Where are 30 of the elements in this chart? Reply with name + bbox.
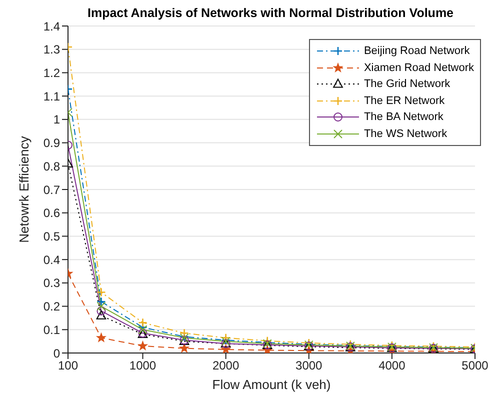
legend-label: Xiamen Road Network [364, 62, 474, 74]
y-tick-label: 1 [53, 112, 60, 127]
y-tick-label: 0.6 [43, 206, 60, 220]
y-tick-label: 1.4 [43, 19, 60, 34]
y-tick-label: 0.1 [43, 322, 60, 337]
x-tick-label: 100 [58, 358, 78, 373]
legend-label: The ER Network [364, 94, 445, 107]
y-tick-label: 0.9 [43, 136, 60, 150]
legend-label: The Grid Network [364, 78, 450, 90]
legend-label: The WS Network [364, 128, 448, 140]
x-tick-label: 3000 [296, 358, 323, 373]
legend-label: The BA Network [364, 111, 444, 124]
y-tick-label: 0.8 [43, 159, 60, 174]
x-tick-label: 1000 [129, 358, 156, 373]
y-tick-label: 0.3 [43, 276, 60, 290]
x-tick-label: 5000 [462, 358, 489, 373]
y-tick-label: 0 [53, 346, 60, 360]
y-tick-label: 1.1 [43, 89, 60, 104]
chart-title: Impact Analysis of Networks with Normal Distribution Volume [86, 6, 455, 20]
y-tick-label: 0.5 [43, 229, 60, 244]
x-tick-label: 2000 [212, 358, 240, 373]
y-tick-label: 1.3 [43, 42, 60, 57]
y-axis-title: Netowrk Efficiency [16, 136, 32, 243]
y-tick-label: 0.2 [43, 300, 60, 314]
legend-label: Beijing Road Network [364, 45, 470, 58]
x-tick-label: 4000 [378, 358, 406, 373]
x-axis-title: Flow Amount (k veh) [212, 377, 331, 392]
y-tick-label: 0.4 [43, 252, 60, 267]
y-tick-label: 1.2 [43, 66, 60, 80]
y-tick-label: 0.7 [43, 182, 60, 197]
